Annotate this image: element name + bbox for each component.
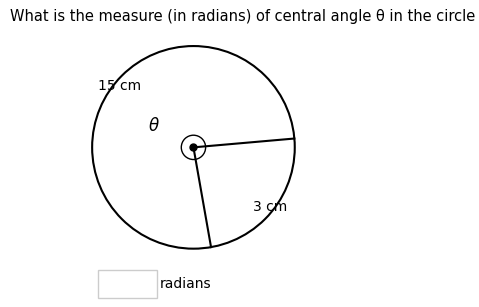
Text: radians: radians [160, 277, 211, 291]
Text: 15 cm: 15 cm [98, 79, 141, 93]
Text: θ: θ [148, 117, 159, 135]
FancyBboxPatch shape [98, 270, 157, 298]
Text: What is the measure (in radians) of central angle θ in the circle below?: What is the measure (in radians) of cent… [10, 9, 479, 24]
Text: 3 cm: 3 cm [253, 200, 287, 214]
